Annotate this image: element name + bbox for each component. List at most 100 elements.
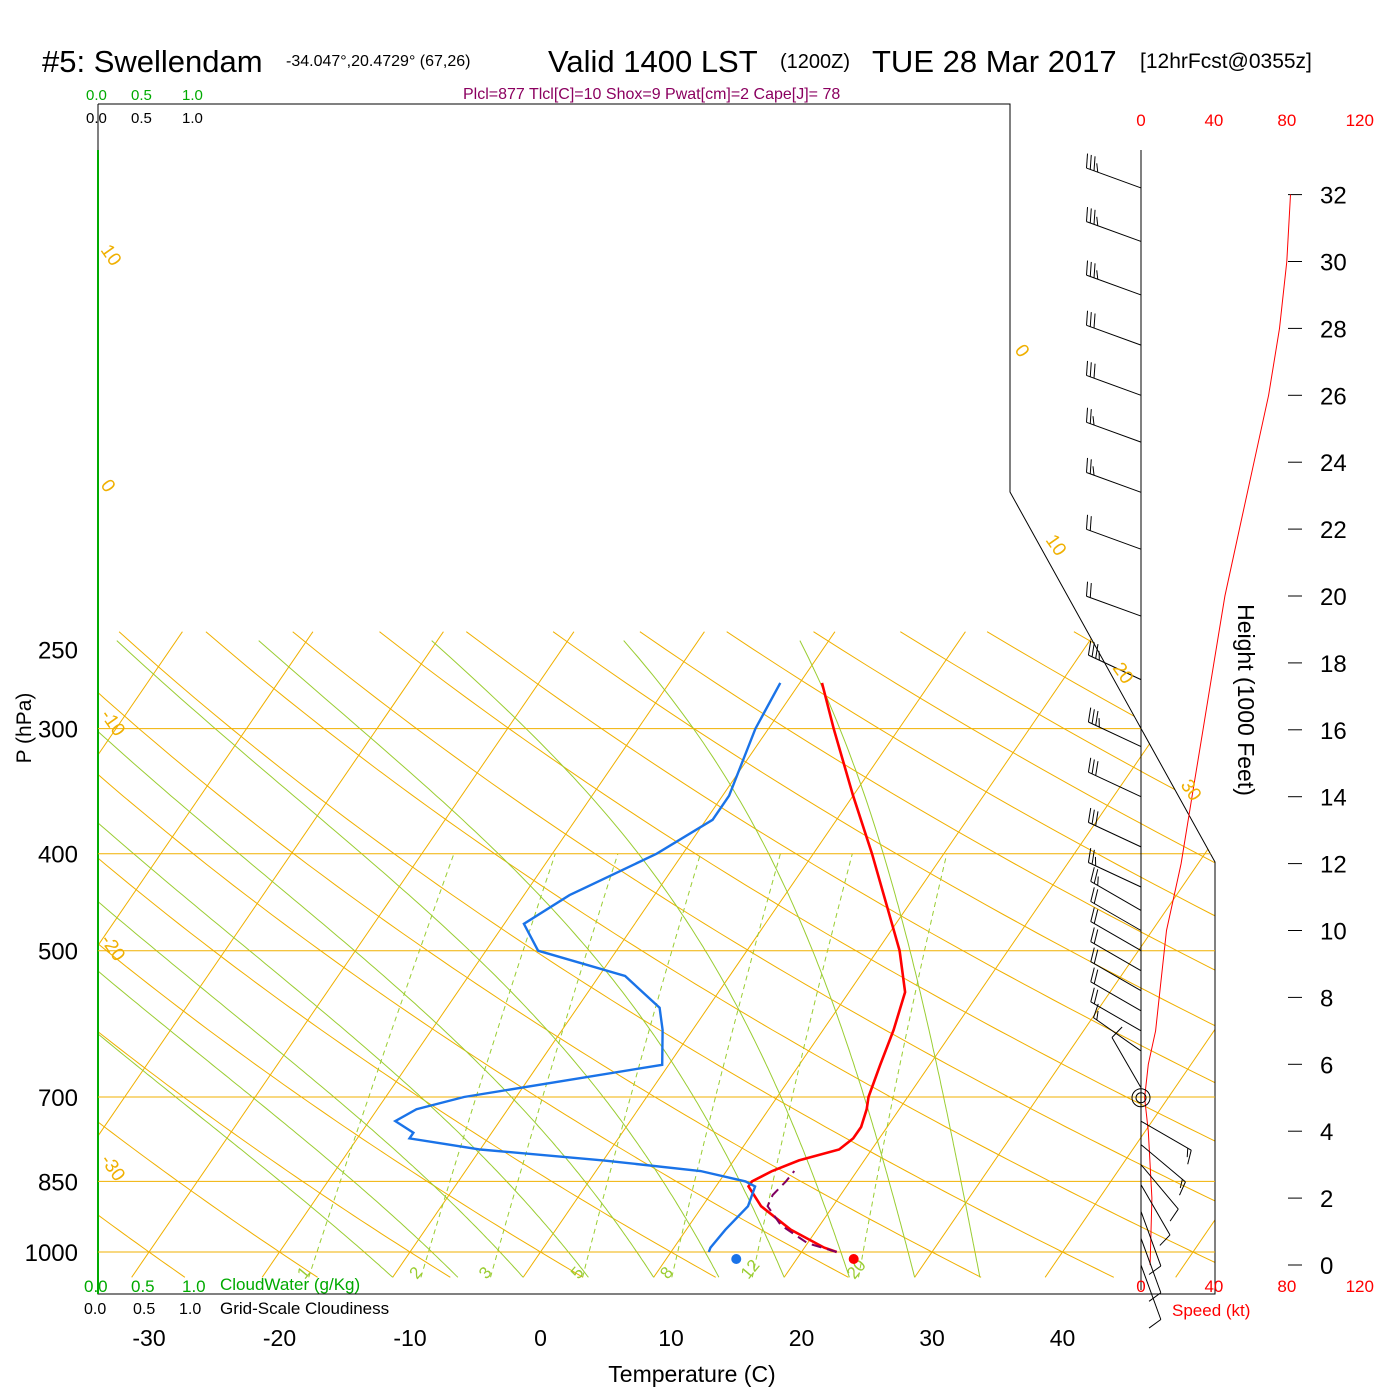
station-title: #5: Swellendam bbox=[42, 44, 263, 79]
parcel-profile bbox=[766, 1170, 837, 1253]
moist-adiabat-line bbox=[623, 640, 916, 1278]
dry-adiabat-line bbox=[552, 631, 1215, 1027]
cloudiness-label: Grid-Scale Cloudiness bbox=[220, 1299, 389, 1318]
speed-axis-title: Speed (kt) bbox=[1172, 1301, 1250, 1320]
calm-wind-circle bbox=[1131, 1088, 1151, 1108]
pressure-tick-label: 850 bbox=[38, 1169, 78, 1196]
wind-barb bbox=[1085, 153, 1142, 189]
mixing-ratio-line bbox=[308, 853, 455, 1278]
height-tick-label: 2 bbox=[1320, 1186, 1333, 1213]
wind-barb bbox=[1090, 927, 1142, 972]
dry-adiabat-line bbox=[98, 691, 982, 1278]
mixing-ratio-label: 8 bbox=[656, 1263, 677, 1282]
height-tick-label: 22 bbox=[1320, 517, 1347, 544]
wind-barb bbox=[1087, 848, 1142, 888]
sounding-profiles bbox=[392, 682, 907, 1254]
cloud-tick-top-black-2: 1.0 bbox=[182, 110, 203, 127]
wind-barb bbox=[1085, 514, 1142, 550]
temperature-tick-label: 30 bbox=[919, 1325, 945, 1351]
wind-barb bbox=[1090, 867, 1142, 911]
wind-barb bbox=[1111, 1026, 1142, 1088]
surface-temperature-marker bbox=[848, 1254, 859, 1264]
temperature-tick-label: 40 bbox=[1050, 1325, 1076, 1351]
height-tick-label: 26 bbox=[1320, 383, 1347, 410]
wind-barb bbox=[1087, 807, 1142, 848]
wind-barb bbox=[1085, 581, 1142, 617]
wind-barb bbox=[1090, 987, 1142, 1032]
temperature-tick-label: 10 bbox=[658, 1325, 684, 1351]
wind-barb bbox=[1140, 1120, 1192, 1165]
plot-mask bbox=[1010, 104, 1400, 1400]
wind-barb bbox=[1140, 1238, 1162, 1302]
wind-barb bbox=[1085, 260, 1142, 296]
wind-barb bbox=[1140, 1264, 1162, 1329]
moist-adiabat-line bbox=[431, 640, 850, 1278]
dry-adiabat-line bbox=[813, 631, 1215, 864]
wind-barb bbox=[1140, 1211, 1162, 1275]
valid-time: Valid 1400 LST bbox=[548, 44, 758, 79]
isotherm-line bbox=[1044, 1028, 1215, 1278]
isotherm-line bbox=[98, 631, 183, 756]
isotherm-line bbox=[653, 631, 1097, 1278]
isotherm-label: 0 bbox=[96, 476, 119, 497]
zulu-time: (1200Z) bbox=[780, 51, 850, 73]
height-tick-label: 16 bbox=[1320, 718, 1347, 745]
height-tick-label: 12 bbox=[1320, 852, 1347, 879]
wind-barb bbox=[1090, 947, 1142, 992]
cloud-tick-bottom-green-2: 1.0 bbox=[182, 1277, 206, 1296]
moist-adiabat-line bbox=[98, 1033, 394, 1278]
dry-adiabat-line bbox=[118, 631, 1115, 1278]
cloud-tick-bottom-green-0: 0.0 bbox=[84, 1277, 108, 1296]
mixing-ratio-label: 3 bbox=[475, 1263, 496, 1282]
cloud-tick-top-green-0: 0.0 bbox=[86, 87, 107, 104]
height-tick-label: 24 bbox=[1320, 450, 1347, 477]
wind-panel: 0246810121416182022242628303200404080801… bbox=[1085, 111, 1374, 1329]
height-tick-label: 0 bbox=[1320, 1253, 1333, 1280]
pressure-tick-label: 400 bbox=[38, 842, 78, 869]
height-tick-label: 4 bbox=[1320, 1119, 1333, 1146]
isotherm-label: 10 bbox=[96, 241, 125, 270]
moist-adiabat-line bbox=[98, 970, 459, 1278]
moist-adiabat-line bbox=[799, 640, 981, 1278]
speed-tick-label-bottom: 120 bbox=[1346, 1277, 1374, 1296]
pressure-tick-label: 500 bbox=[38, 939, 78, 966]
wind-barb bbox=[1085, 457, 1142, 493]
dry-adiabat-line bbox=[98, 943, 584, 1278]
temperature-tick-label: -10 bbox=[393, 1325, 426, 1351]
mixing-ratio-line bbox=[858, 853, 948, 1278]
height-tick-label: 28 bbox=[1320, 316, 1347, 343]
valid-date: TUE 28 Mar 2017 bbox=[872, 44, 1117, 79]
isotherm-line bbox=[98, 631, 314, 947]
cloud-tick-bottom-green-1: 0.5 bbox=[131, 1277, 155, 1296]
moist-adiabat-line bbox=[98, 730, 655, 1278]
pressure-tick-label: 700 bbox=[38, 1085, 78, 1112]
dry-adiabat-line bbox=[292, 631, 1215, 1202]
cloud-tick-bottom-black-2: 1.0 bbox=[179, 1301, 201, 1318]
x-axis-title: Temperature (C) bbox=[608, 1361, 775, 1387]
cloud-tick-top-black-0: 0.0 bbox=[86, 110, 107, 127]
pressure-tick-label: 250 bbox=[38, 637, 78, 664]
cloud-tick-top-black-1: 0.5 bbox=[131, 110, 152, 127]
speed-tick-label-bottom: 80 bbox=[1277, 1277, 1296, 1296]
dew-point-profile bbox=[392, 682, 782, 1253]
dry-adiabat-line bbox=[98, 1214, 186, 1278]
wind-barb bbox=[1085, 310, 1142, 346]
isotherm-label: -30 bbox=[96, 1151, 129, 1186]
height-axis-title: Height (1000 Feet) bbox=[1233, 604, 1259, 796]
isotherm-label: -20 bbox=[96, 931, 129, 966]
height-tick-label: 18 bbox=[1320, 651, 1347, 678]
cloud-tick-top-green-1: 0.5 bbox=[131, 87, 152, 104]
moist-adiabat-line bbox=[98, 900, 524, 1278]
wind-barb bbox=[1093, 1003, 1142, 1052]
wind-barb bbox=[1090, 967, 1142, 1012]
wind-barb bbox=[1140, 1164, 1179, 1222]
height-tick-label: 8 bbox=[1320, 985, 1333, 1012]
isotherm-line bbox=[98, 631, 444, 1137]
wind-barb bbox=[1140, 1184, 1171, 1246]
wind-barb bbox=[1090, 887, 1142, 931]
speed-tick-label-bottom: 40 bbox=[1204, 1277, 1223, 1296]
cloud-tick-bottom-black-1: 0.5 bbox=[133, 1301, 155, 1318]
moist-adiabat-line bbox=[98, 822, 589, 1278]
dry-adiabat-line bbox=[639, 631, 1215, 971]
